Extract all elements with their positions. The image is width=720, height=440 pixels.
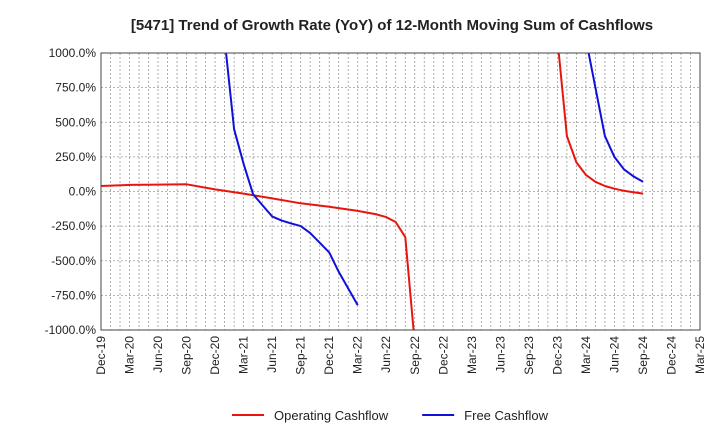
x-tick-label: Jun-20 <box>151 336 165 373</box>
x-tick-label: Mar-24 <box>579 336 593 374</box>
x-tick-label: Jun-22 <box>379 336 393 373</box>
legend-label-free-cashflow: Free Cashflow <box>464 408 548 423</box>
x-tick-label: Mar-21 <box>237 336 251 374</box>
x-tick-label: Dec-21 <box>322 336 336 375</box>
legend: Operating Cashflow Free Cashflow <box>232 408 549 423</box>
series-line-free-cashflow <box>225 53 359 306</box>
x-tick-label: Sep-21 <box>294 336 308 375</box>
legend-label-operating-cashflow: Operating Cashflow <box>274 408 389 423</box>
plot-background <box>101 53 700 330</box>
y-tick-label: -750.0% <box>51 288 96 302</box>
x-tick-label: Sep-24 <box>636 336 650 375</box>
y-axis: 1000.0% 750.0% 500.0% 250.0% 0.0% -250.0% -500… <box>45 46 97 337</box>
x-tick-label: Sep-20 <box>180 336 194 375</box>
series-line-operating-cashflow <box>557 53 644 195</box>
y-tick-label: 500.0% <box>55 115 96 129</box>
series-line-free-cashflow <box>587 53 644 183</box>
x-tick-label: Sep-23 <box>522 336 536 375</box>
x-tick-label: Sep-22 <box>408 336 422 375</box>
x-axis: Dec-19 Mar-20 Jun-20 Sep-20 Dec-20 Mar-21 Jun-… <box>94 336 707 375</box>
x-tick-label: Dec-22 <box>436 336 450 375</box>
y-tick-label: -1000.0% <box>45 323 97 337</box>
series-layer <box>101 53 644 330</box>
y-tick-label: -250.0% <box>51 219 96 233</box>
y-tick-label: 1000.0% <box>49 46 97 60</box>
x-tick-label: Dec-20 <box>208 336 222 375</box>
x-tick-label: Dec-19 <box>94 336 108 375</box>
x-tick-label: Jun-24 <box>607 336 621 373</box>
x-tick-label: Jun-21 <box>265 336 279 373</box>
x-tick-label: Jun-23 <box>493 336 507 373</box>
y-tick-label: 250.0% <box>55 150 96 164</box>
series-line-operating-cashflow <box>101 183 415 330</box>
x-tick-label: Mar-25 <box>693 336 707 374</box>
x-tick-label: Dec-23 <box>550 336 564 375</box>
plot-frame <box>100 52 701 331</box>
x-tick-label: Mar-22 <box>351 336 365 374</box>
plot-area <box>100 52 701 331</box>
y-tick-label: 750.0% <box>55 81 96 95</box>
y-tick-label: -500.0% <box>51 254 96 268</box>
x-tick-label: Mar-20 <box>123 336 137 374</box>
x-tick-label: Mar-23 <box>465 336 479 374</box>
x-tick-label: Dec-24 <box>664 336 678 375</box>
y-tick-label: 0.0% <box>69 185 97 199</box>
chart-title: [5471] Trend of Growth Rate (YoY) of 12-… <box>131 17 653 34</box>
